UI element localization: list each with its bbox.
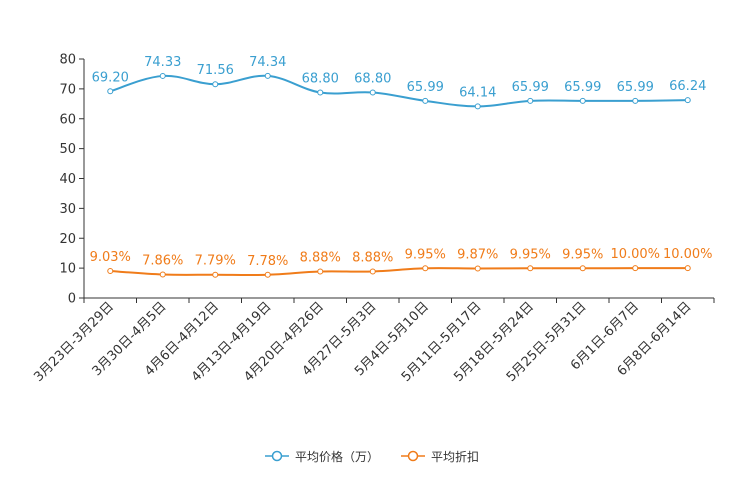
legend: 平均价格（万） 平均折扣 xyxy=(0,444,744,468)
series-line-0 xyxy=(109,74,688,108)
data-label: 65.99 xyxy=(512,80,549,95)
legend-line-circle-icon-discount xyxy=(401,450,425,462)
series-line-1 xyxy=(110,267,688,277)
y-tick-label: 20 xyxy=(59,232,76,247)
data-label: 9.87% xyxy=(457,248,498,263)
data-point[interactable] xyxy=(317,89,324,96)
data-label: 10.00% xyxy=(610,247,660,262)
data-point[interactable] xyxy=(632,265,639,272)
data-point[interactable] xyxy=(159,271,166,278)
data-label: 9.95% xyxy=(405,247,446,262)
data-label: 74.34 xyxy=(249,55,286,70)
data-label: 66.24 xyxy=(669,79,706,94)
data-point[interactable] xyxy=(107,88,114,95)
axes: 010203040506070803月23日-3月29日3月30日-4月5日4月… xyxy=(31,53,715,385)
data-point[interactable] xyxy=(474,265,481,272)
data-point[interactable] xyxy=(264,271,271,278)
data-label: 68.80 xyxy=(302,71,339,86)
data-point[interactable] xyxy=(264,72,271,79)
data-point[interactable] xyxy=(579,265,586,272)
data-label: 10.00% xyxy=(663,247,713,262)
data-point[interactable] xyxy=(632,97,639,104)
data-label: 9.95% xyxy=(510,247,551,262)
data-label: 8.88% xyxy=(352,250,393,265)
data-label: 65.99 xyxy=(564,80,601,95)
data-point[interactable] xyxy=(579,97,586,104)
legend-label-discount: 平均折扣 xyxy=(431,449,480,464)
data-point[interactable] xyxy=(369,89,376,96)
data-point[interactable] xyxy=(422,265,429,272)
data-point[interactable] xyxy=(527,265,534,272)
data-label: 7.78% xyxy=(247,254,288,269)
legend-label-price: 平均价格（万） xyxy=(294,449,379,464)
data-point[interactable] xyxy=(527,97,534,104)
data-point[interactable] xyxy=(474,103,481,110)
y-tick-label: 80 xyxy=(59,53,76,68)
data-point[interactable] xyxy=(369,268,376,275)
y-tick-label: 40 xyxy=(59,172,76,187)
data-point[interactable] xyxy=(422,97,429,104)
data-point[interactable] xyxy=(107,268,114,275)
y-tick-label: 0 xyxy=(68,292,76,307)
data-label: 64.14 xyxy=(459,85,496,100)
data-label: 9.03% xyxy=(90,250,131,265)
data-point[interactable] xyxy=(684,265,691,272)
legend-line-circle-icon-price xyxy=(264,450,289,462)
y-tick-label: 30 xyxy=(59,202,76,217)
y-tick-label: 60 xyxy=(59,112,76,127)
data-point[interactable] xyxy=(684,97,691,104)
data-point[interactable] xyxy=(212,81,219,88)
legend-item-price[interactable]: 平均价格（万） xyxy=(264,448,379,465)
data-point[interactable] xyxy=(159,72,166,79)
data-label: 7.86% xyxy=(142,254,183,269)
data-label: 7.79% xyxy=(195,254,236,269)
data-label: 74.33 xyxy=(144,55,181,70)
data-point[interactable] xyxy=(317,268,324,275)
series-layer: 69.20 74.33 71.56 74.34 68.80 68.80 65.99 64.14… xyxy=(90,55,713,278)
data-label: 69.20 xyxy=(92,70,129,85)
data-label: 8.88% xyxy=(300,250,341,265)
y-tick-label: 50 xyxy=(59,142,76,157)
data-label: 68.80 xyxy=(354,71,391,86)
data-label: 65.99 xyxy=(407,80,444,95)
y-tick-label: 70 xyxy=(59,82,76,97)
data-label: 71.56 xyxy=(197,63,234,78)
y-tick-label: 10 xyxy=(59,262,76,277)
data-point[interactable] xyxy=(212,271,219,278)
data-label: 9.95% xyxy=(562,247,603,262)
data-label: 65.99 xyxy=(617,80,654,95)
legend-item-discount[interactable]: 平均折扣 xyxy=(401,448,479,465)
